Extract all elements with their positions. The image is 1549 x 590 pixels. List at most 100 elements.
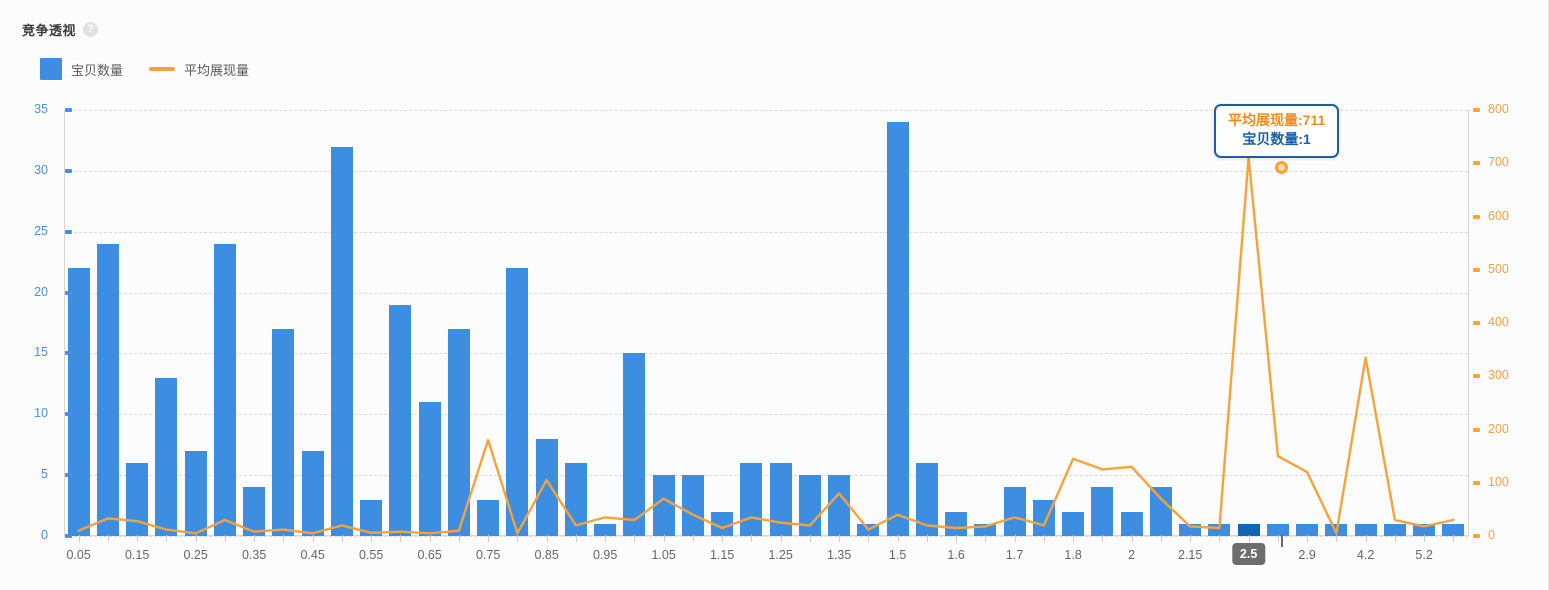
x-axis-tick-mark (605, 535, 607, 542)
x-axis-tick-mark (926, 535, 928, 542)
x-axis-tick-mark (341, 535, 343, 542)
x-axis-label-0.45[interactable]: 0.45 (300, 548, 325, 562)
bar-0.4[interactable] (272, 329, 295, 536)
bar-0.75[interactable] (477, 499, 500, 536)
bar-0.05[interactable] (67, 268, 90, 536)
x-axis-label-0.15[interactable]: 0.15 (124, 548, 150, 562)
bar-1.05[interactable] (652, 475, 675, 536)
bar-1.15[interactable] (711, 511, 734, 536)
tooltip-line-item-count: 宝贝数量:1 (1242, 130, 1311, 147)
x-axis-label-0.95[interactable]: 0.95 (592, 548, 618, 562)
bar-1.75[interactable] (1032, 499, 1055, 536)
bar-1.8[interactable] (1062, 511, 1085, 536)
y-axis-right-tick-mark (1473, 161, 1480, 166)
bar-0.3[interactable] (213, 243, 236, 536)
x-axis-tick-mark (1453, 535, 1455, 542)
x-axis-tick-mark (1394, 535, 1396, 542)
tooltip-line-avg-impressions: 平均展现量:711 (1228, 112, 1326, 128)
legend-item-1[interactable]: 宝贝数量 (40, 58, 123, 80)
bar-0.7[interactable] (447, 329, 470, 536)
bar-0.35[interactable] (243, 487, 266, 536)
x-axis-tick-mark (488, 535, 490, 542)
x-axis-label-1.35[interactable]: 1.35 (826, 548, 852, 562)
x-axis-label-1.05[interactable]: 1.05 (651, 548, 676, 562)
y-axis-right-tick-label: 700 (1488, 155, 1509, 170)
bar-1.35[interactable] (828, 475, 851, 536)
bar-0.65[interactable] (418, 402, 441, 536)
x-axis-label-0.05[interactable]: 0.05 (66, 548, 91, 562)
x-axis-label-1.7[interactable]: 1.7 (1005, 548, 1024, 562)
bar-1.5[interactable] (886, 122, 909, 536)
bar-0.5[interactable] (330, 146, 353, 536)
x-axis-label-4.2[interactable]: 4.2 (1356, 548, 1375, 562)
x-axis-label-2.5[interactable]: 2.5 (1231, 543, 1266, 565)
x-axis-tick-mark (224, 535, 226, 542)
y-axis-left-tick-label: 10 (34, 406, 48, 421)
legend-bar-swatch-icon (40, 58, 62, 80)
panel-header: 竞争透视 ? (22, 20, 99, 39)
axis-pointer-stem (1281, 535, 1283, 547)
bar-1.6[interactable] (945, 511, 968, 536)
x-axis-label-1.6[interactable]: 1.6 (947, 548, 965, 562)
bar-0.2[interactable] (155, 377, 178, 536)
x-axis-tick-mark (78, 535, 80, 542)
x-axis-label-1.8[interactable]: 1.8 (1064, 548, 1082, 562)
bar-1.3[interactable] (798, 475, 821, 536)
bar-0.8[interactable] (506, 268, 529, 536)
bar-0.55[interactable] (360, 499, 383, 536)
x-axis-tick-mark (283, 535, 285, 542)
y-axis-right-tick-mark (1473, 214, 1480, 219)
bar-1.9[interactable] (1091, 487, 1114, 536)
x-axis-label-1.15[interactable]: 1.15 (709, 548, 735, 562)
x-axis-label-0.65[interactable]: 0.65 (417, 548, 442, 562)
bar-0.85[interactable] (535, 438, 558, 536)
x-axis-tick-mark (1190, 535, 1192, 542)
bar-2[interactable] (1120, 511, 1143, 536)
x-axis-tick-mark (107, 535, 109, 542)
bar-1.2[interactable] (740, 462, 763, 536)
bar-0.1[interactable] (96, 243, 119, 536)
x-axis-tick-mark (809, 535, 811, 542)
data-tooltip: 平均展现量:711 宝贝数量:1 (1214, 104, 1340, 158)
y-axis-left-tick-label: 25 (34, 223, 48, 238)
x-axis-tick-mark (1424, 535, 1426, 542)
x-axis-label-2.9[interactable]: 2.9 (1298, 548, 1316, 562)
grid-line (64, 231, 1468, 233)
bar-1.55[interactable] (915, 462, 938, 536)
x-axis-tick-mark (1336, 535, 1338, 542)
bar-0.9[interactable] (564, 462, 587, 536)
x-axis-tick-mark (371, 535, 373, 542)
x-axis-label-0.25[interactable]: 0.25 (183, 548, 208, 562)
bar-0.15[interactable] (126, 462, 149, 536)
bar-1.25[interactable] (769, 462, 792, 536)
legend-item-2[interactable]: 平均展现量 (149, 60, 249, 79)
y-axis-left-tick-label: 15 (34, 345, 48, 360)
bar-0.25[interactable] (184, 450, 207, 536)
x-axis-label-1.5[interactable]: 1.5 (888, 548, 907, 562)
y-axis-right-tick-mark (1473, 267, 1480, 272)
plot-area (64, 110, 1468, 537)
question-mark-icon[interactable]: ? (83, 22, 99, 37)
bar-1[interactable] (623, 353, 646, 536)
x-axis-tick-mark (780, 535, 782, 542)
y-axis-right-line (1468, 110, 1469, 536)
bar-0.45[interactable] (301, 450, 324, 536)
bar-2.1[interactable] (1149, 487, 1172, 536)
bar-1.7[interactable] (1003, 487, 1026, 536)
x-axis-label-5.2[interactable]: 5.2 (1415, 548, 1433, 562)
grid-line (64, 170, 1468, 172)
bar-1.1[interactable] (681, 475, 704, 536)
x-axis-label-2[interactable]: 2 (1128, 548, 1136, 562)
x-axis-label-1.25[interactable]: 1.25 (768, 548, 793, 562)
x-axis-tick-mark (1102, 535, 1104, 542)
x-axis-tick-mark (400, 535, 402, 542)
bar-0.6[interactable] (389, 304, 412, 536)
x-axis-label-0.85[interactable]: 0.85 (534, 548, 559, 562)
x-axis-label-0.55[interactable]: 0.55 (358, 548, 384, 562)
x-axis-label-2.15[interactable]: 2.15 (1177, 548, 1203, 562)
y-axis-left-tick-label: 5 (41, 467, 48, 482)
x-axis-label-0.35[interactable]: 0.35 (241, 548, 267, 562)
x-axis-label-0.75[interactable]: 0.75 (475, 548, 501, 562)
